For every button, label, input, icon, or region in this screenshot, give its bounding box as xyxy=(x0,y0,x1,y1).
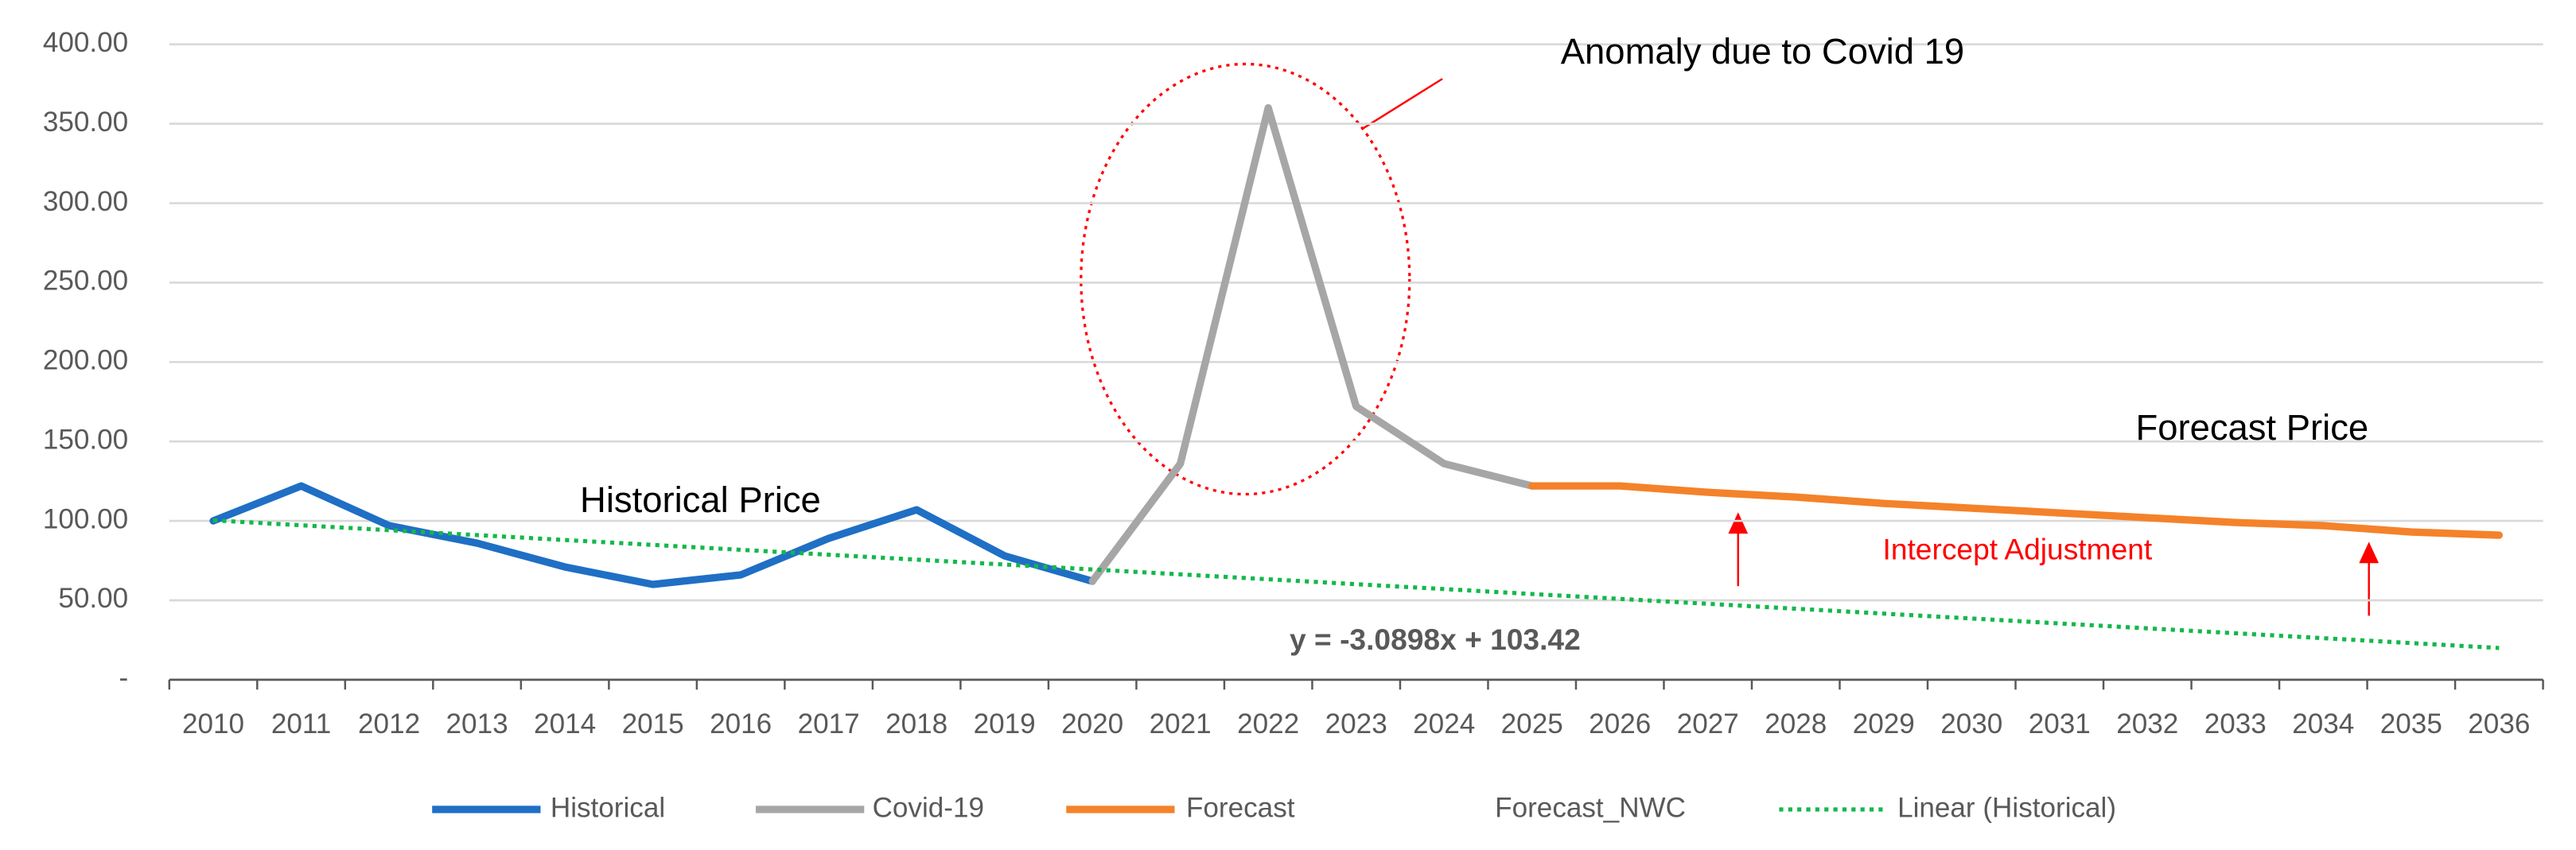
annotation: Forecast Price xyxy=(2135,407,2368,448)
x-tick-label: 2025 xyxy=(1501,708,1563,739)
x-tick-label: 2036 xyxy=(2468,708,2530,739)
legend-label: Linear (Historical) xyxy=(1897,792,2116,823)
anomaly-ellipse xyxy=(1080,62,1411,496)
x-tick-label: 2015 xyxy=(622,708,684,739)
series-line xyxy=(1528,482,2503,539)
x-tick-label: 2013 xyxy=(446,708,508,739)
x-tick-label: 2032 xyxy=(2116,708,2178,739)
annotation: Anomaly due to Covid 19 xyxy=(1561,31,1964,72)
legend-label: Covid-19 xyxy=(873,792,984,823)
x-tick-label: 2010 xyxy=(182,708,244,739)
arrow xyxy=(1728,512,1749,587)
x-tick-label: 2020 xyxy=(1061,708,1123,739)
x-tick-label: 2031 xyxy=(2029,708,2091,739)
x-tick-label: 2026 xyxy=(1589,708,1651,739)
x-tick-label: 2034 xyxy=(2292,708,2354,739)
x-tick-label: 2033 xyxy=(2204,708,2267,739)
y-tick-label: 100.00 xyxy=(43,503,128,534)
x-tick-label: 2022 xyxy=(1237,708,1299,739)
series-line xyxy=(212,518,2500,650)
x-tick-label: 2018 xyxy=(885,708,948,739)
y-tick-label: 350.00 xyxy=(43,107,128,138)
x-tick-label: 2014 xyxy=(534,708,596,739)
y-tick-label: 300.00 xyxy=(43,186,128,217)
y-tick-label: 50.00 xyxy=(58,583,128,614)
y-tick-label: - xyxy=(119,662,128,693)
series-line xyxy=(209,482,1096,588)
series-line xyxy=(1088,104,1536,585)
x-tick-label: 2029 xyxy=(1853,708,1915,739)
y-tick-label: 250.00 xyxy=(43,266,128,297)
y-tick-label: 400.00 xyxy=(43,27,128,58)
x-tick-label: 2035 xyxy=(2380,708,2442,739)
y-tick-label: 150.00 xyxy=(43,424,128,455)
x-tick-label: 2030 xyxy=(1940,708,2002,739)
annotation: Intercept Adjustment xyxy=(1882,533,2152,566)
x-tick-label: 2024 xyxy=(1413,708,1475,739)
x-tick-label: 2019 xyxy=(974,708,1036,739)
arrow xyxy=(2359,541,2379,616)
x-tick-label: 2021 xyxy=(1150,708,1212,739)
x-tick-label: 2027 xyxy=(1677,708,1739,739)
y-tick-label: 200.00 xyxy=(43,345,128,376)
x-tick-label: 2028 xyxy=(1765,708,1827,739)
x-tick-label: 2012 xyxy=(358,708,420,739)
x-tick-label: 2017 xyxy=(798,708,860,739)
annotation: Historical Price xyxy=(580,479,821,520)
legend-label: Forecast xyxy=(1186,792,1295,823)
legend-label: Forecast_NWC xyxy=(1495,792,1686,823)
callout-line xyxy=(1363,78,1443,130)
x-tick-label: 2023 xyxy=(1325,708,1387,739)
x-tick-label: 2016 xyxy=(710,708,772,739)
x-tick-label: 2011 xyxy=(271,708,331,739)
legend-label: Historical xyxy=(551,792,665,823)
annotation: y = -3.0898x + 103.42 xyxy=(1290,623,1581,656)
